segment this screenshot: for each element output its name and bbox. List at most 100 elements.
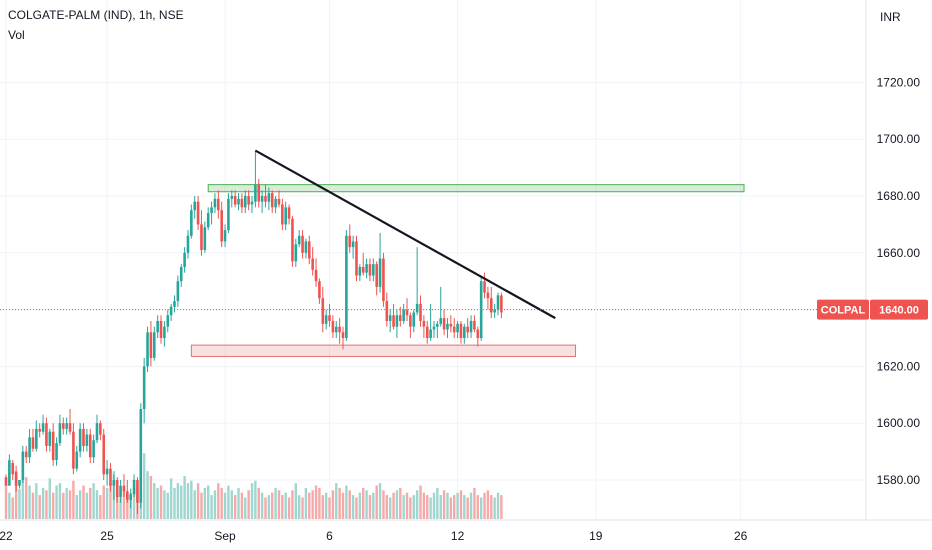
candle-body [99,423,102,435]
candle-body [476,329,480,338]
candle-body [65,423,68,429]
volume-bar [314,485,318,519]
x-tick-label: 25 [100,529,114,543]
volume-bar [58,483,62,519]
candle-body [163,326,166,338]
candle-body [328,315,331,321]
volume-bar [277,490,281,519]
candle-body [82,428,85,446]
price-axis[interactable]: 1720.00 1700.00 1680.00 1660.00 1640.00 1620.… [877,75,921,487]
candle-body [398,315,402,321]
y-tick-label: 1580.00 [877,473,921,487]
volume-bar [142,453,146,519]
candle-body [405,309,409,316]
candle-body [11,462,15,475]
symbol-tag-label: COLPAL [821,305,866,317]
candle-body [146,332,149,367]
volume-bar [372,492,375,519]
volume-bar [75,495,78,519]
candle-body [270,193,274,208]
volume-bar [473,487,476,519]
volume-bar [193,490,196,519]
candle-body [422,320,426,327]
candle-body [308,241,311,259]
candle-body [203,227,207,250]
volume-bar [496,492,500,519]
candle-body [190,210,193,236]
candle-body [419,303,422,321]
volume-bar [230,490,233,519]
candle-body [179,267,183,282]
x-tick-label: 22 [0,529,13,543]
volume-bar [169,478,173,519]
x-tick-label: 19 [589,529,603,543]
chart-title: COLGATE-PALM (IND), 1h, NSE [8,8,184,22]
candle-body [176,281,180,302]
volume-bar [338,487,341,519]
volume-bar [95,490,99,519]
volume-bar [466,497,469,519]
volume-bar [180,485,183,519]
candle-body [334,326,338,333]
volume-bar [281,495,284,519]
candle-body [48,431,52,446]
time-axis[interactable]: 22 25 Sep 6 12 19 26 [0,529,748,543]
volume-bar [200,492,203,519]
volume-bar [41,487,45,519]
y-tick-label: 1700.00 [877,132,921,146]
volume-bar [442,490,446,519]
volume-bar [116,492,119,519]
candle-body [68,423,72,432]
volume-bar [304,487,308,519]
volume-bar [392,492,395,519]
volume-bar [419,485,422,519]
volume-bar [378,483,382,519]
volume-bar [453,495,456,519]
price-tag: COLPAL 1640.00 [817,299,928,320]
candle-body [45,423,48,446]
candle-body [95,423,99,441]
volume-bar [395,490,399,519]
candle-body [169,306,173,316]
candle-body [345,235,348,338]
volume-bar [422,492,426,519]
candle-body [85,434,89,446]
volume-bar [55,485,58,519]
volume-bar [328,497,331,519]
candle-body [206,213,210,228]
candle-body [456,323,459,333]
candle-body [152,332,156,358]
candle-body [446,323,449,330]
volume-bar [254,480,257,519]
y-tick-label: 1720.00 [877,75,921,89]
candle-body [55,443,58,461]
volume-bar [341,492,345,519]
candle-body [341,332,345,338]
volume-bar [490,495,493,519]
price-tag-label: 1640.00 [879,305,919,317]
candle-body [115,480,119,498]
volume-bar [210,495,213,519]
volume-bar [426,495,429,519]
volume-bar [365,490,368,519]
volume-bar [493,497,496,519]
candle-body [264,196,267,202]
candle-body [287,207,291,219]
volume-bar [190,480,193,519]
volume-bar [153,483,156,519]
candle-body [156,320,159,333]
volume-bar [122,490,126,519]
candles [4,150,503,515]
candle-body [338,326,341,333]
currency-label: INR [880,10,901,24]
volume-bar [446,492,449,519]
candle-body [496,295,500,310]
candle-body [75,451,79,469]
volume-bar [439,495,442,519]
candle-body [291,218,294,262]
volume-bar [479,497,483,519]
volume-bar [207,485,210,519]
volume-bar [345,485,348,519]
volume-bar [311,490,314,519]
